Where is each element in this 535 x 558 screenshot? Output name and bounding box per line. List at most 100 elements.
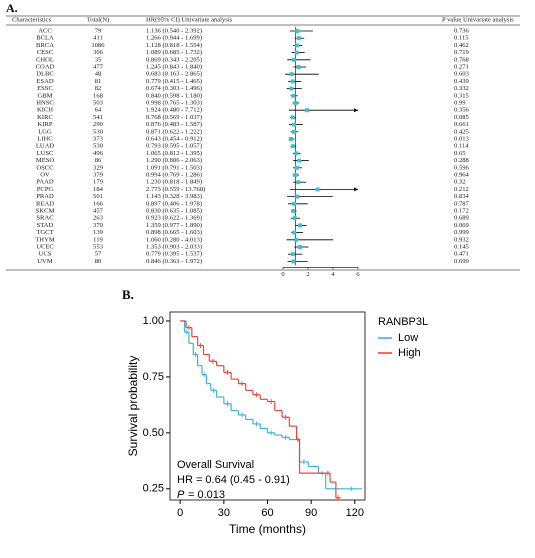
row-n: 501: [93, 193, 103, 200]
row-p: 0.719: [454, 49, 470, 56]
row-hr: 1.359 (0.977 - 1.890): [146, 222, 202, 229]
row-p: 0.085: [454, 114, 470, 121]
row-name: HNSC: [36, 100, 54, 107]
row-p: 0.736: [454, 28, 470, 35]
hr-marker: [291, 57, 296, 62]
row-hr: 1.290 (0.806 - 2.063): [146, 157, 202, 164]
x-tick-label: 6: [356, 271, 360, 278]
panel-label: B.: [122, 287, 134, 302]
row-n: 179: [93, 179, 104, 186]
row-n: 35: [95, 56, 102, 63]
row-hr: 0.779 (0.395 - 1.537): [146, 251, 202, 258]
column-header: HR(95% CI) Univariate analysis: [146, 17, 233, 24]
row-p: 0.332: [454, 85, 469, 92]
hr-marker: [291, 129, 296, 134]
hr-marker: [297, 223, 302, 228]
hr-marker: [295, 29, 300, 33]
censor-mark: [198, 343, 204, 349]
hr-marker: [292, 201, 297, 206]
row-n: 290: [93, 121, 104, 128]
row-n: 541: [93, 114, 103, 121]
row-hr: 1.353 (0.903 - 2.033): [146, 244, 202, 251]
row-hr: 0.998 (0.765 - 1.303): [146, 100, 202, 107]
hr-marker: [290, 252, 295, 257]
row-name: UVM: [37, 258, 53, 265]
row-p: 0.596: [454, 164, 470, 171]
row-p: 0.99: [454, 100, 466, 107]
censor-mark: [254, 392, 260, 398]
column-header: P value Univariate analysis: [442, 17, 514, 24]
hr-marker: [289, 137, 294, 141]
hr-marker: [291, 209, 296, 213]
annotation: HR = 0.64 (0.45 - 0.91): [177, 474, 290, 486]
row-name: LUSC: [37, 150, 54, 157]
plot-frame: [169, 311, 366, 501]
row-n: 503: [93, 100, 104, 107]
row-n: 82: [95, 85, 102, 92]
row-n: 80: [95, 258, 102, 265]
censor-mark: [224, 369, 230, 375]
censor-mark: [211, 387, 217, 393]
row-p: 0.439: [454, 78, 470, 85]
annotation: P: [177, 489, 185, 501]
row-name: PAAD: [36, 179, 54, 186]
row-p: 0.768: [454, 56, 470, 63]
row-n: 411: [93, 35, 103, 42]
row-p: 0.964: [454, 172, 470, 179]
hr-marker: [293, 173, 298, 177]
row-hr: 0.923 (0.622 - 1.369): [146, 215, 202, 222]
censor-mark: [224, 401, 230, 407]
censor-mark: [239, 412, 245, 418]
row-hr: 0.768 (0.569 - 1.037): [146, 114, 202, 121]
ci-arrow: [354, 108, 358, 113]
row-hr: 1.136 (0.540 - 2.392): [146, 28, 202, 35]
annotation: Overall Survival: [177, 459, 254, 471]
row-hr: 1.924 (0.480 - 7.712): [146, 107, 202, 114]
row-p: 0.356: [454, 107, 470, 114]
row-name: UCEC: [36, 244, 54, 251]
row-p: 0.699: [454, 258, 470, 265]
row-n: 119: [93, 236, 103, 243]
censor-mark: [201, 372, 207, 378]
row-name: DLBC: [36, 71, 54, 78]
hr-marker: [295, 194, 300, 199]
row-n: 379: [93, 172, 104, 179]
row-p: 0.212: [454, 186, 469, 193]
row-p: 0.145: [454, 244, 470, 251]
hr-marker: [296, 65, 301, 69]
row-n: 86: [95, 157, 102, 164]
row-name: OSCC: [36, 164, 54, 171]
row-n: 530: [93, 128, 104, 135]
row-hr: 0.674 (0.303 - 1.496): [146, 85, 202, 92]
hr-marker: [293, 101, 298, 105]
censor-mark: [186, 325, 192, 331]
hr-marker: [291, 259, 296, 264]
censor-mark: [254, 421, 260, 427]
row-hr: 1.266 (0.944 - 1.699): [146, 35, 202, 42]
row-name: COAD: [36, 64, 55, 71]
hr-marker: [297, 158, 302, 163]
row-n: 457: [93, 208, 104, 215]
row-hr: 0.869 (0.343 - 2.205): [146, 56, 202, 63]
row-name: ACC: [38, 28, 52, 35]
censor-mark: [295, 437, 301, 443]
hr-marker: [296, 36, 301, 41]
row-name: KICH: [37, 107, 53, 114]
row-p: 0.114: [454, 143, 469, 150]
row-name: STAD: [37, 222, 54, 229]
row-hr: 0.793 (0.595 - 1.057): [146, 143, 202, 150]
row-p: 0.315: [454, 92, 470, 99]
censor-mark: [283, 414, 289, 420]
row-name: UCS: [39, 251, 52, 258]
row-p: 0.013: [454, 136, 470, 143]
row-hr: 1.089 (0.685 - 1.732): [146, 49, 202, 56]
row-name: THYM: [35, 236, 55, 243]
row-n: 166: [93, 200, 104, 207]
censor-mark: [283, 434, 289, 440]
censor-mark: [348, 486, 354, 492]
row-name: PCPG: [37, 186, 54, 193]
x-tick-label: 60: [261, 507, 273, 519]
row-hr: 1.060 (0.280 - 4.013): [146, 236, 202, 243]
row-p: 0.661: [454, 121, 469, 128]
y-tick-label: 0.75: [143, 371, 164, 383]
